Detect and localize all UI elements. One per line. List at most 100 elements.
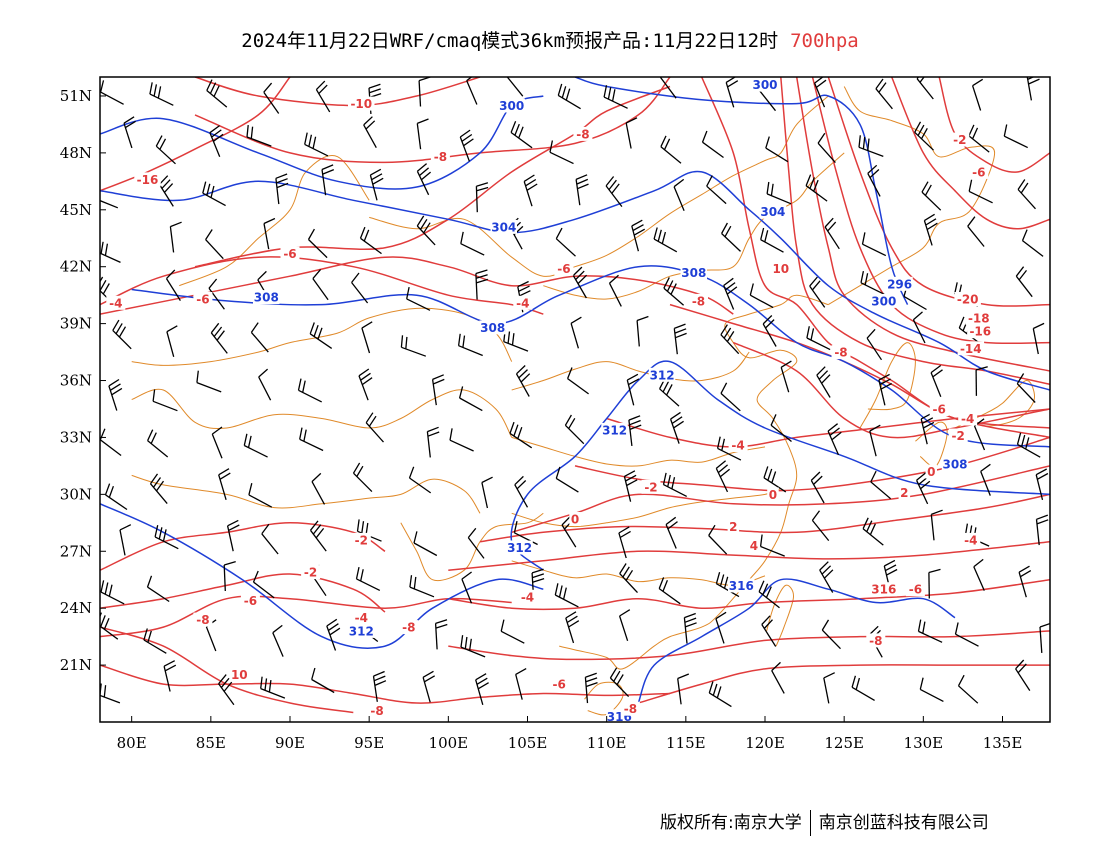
wind-barb [475,182,489,213]
contour-label: -2 [952,429,965,443]
lat-tick-label: 21N [60,656,92,674]
wind-barb [1015,266,1033,298]
wind-barb [861,232,887,257]
contour-label-bg [759,204,787,219]
wind-barb [603,85,628,109]
border-line [828,86,996,306]
wind-barb [653,227,678,253]
wind-barb [311,472,326,505]
contour-label-bg [965,310,992,325]
contour-label: -4 [516,296,529,310]
map-title: 2024年11月22日WRF/cmaq模式36km预报产品:11月22日12时 7… [0,26,1100,53]
wind-barb [250,322,269,353]
contour-label: 300 [499,99,524,113]
wind-barb [312,268,329,301]
wind-barb [806,326,831,351]
lat-tick-label: 45N [60,201,92,219]
temperature-contour [100,595,512,638]
wind-barb [246,125,272,147]
border-line [511,488,781,528]
contour-label: -2 [644,480,657,494]
contour-label: 10 [772,262,789,276]
wind-barb [108,378,123,411]
wind-barb [422,670,436,703]
wind-barb [158,175,174,207]
wind-barb [523,174,538,207]
wind-barb [361,321,373,354]
border-line [131,474,481,514]
wind-barb [513,520,538,546]
contour-label-bg [689,293,708,308]
wind-barb [917,619,943,643]
wind-barb [515,668,527,700]
contour-label-bg [728,438,748,452]
wind-barb [500,619,525,644]
contour-label: -8 [869,634,882,648]
wind-barb [363,116,377,149]
wind-barb [1035,514,1049,546]
height-contour [131,265,1050,448]
wind-barb [869,424,881,457]
copyright-company: 南京创蓝科技有限公司 [818,813,989,833]
wind-barb [326,618,341,651]
contour-label-bg [969,164,989,179]
contour-label-bg [513,295,533,310]
wind-barb [263,82,280,114]
contour-label-bg [301,565,321,580]
wind-barb [100,428,122,457]
wind-barb [459,129,474,162]
contour-label-bg [950,132,970,147]
wind-barb [100,80,124,105]
wind-barb [914,121,934,151]
wind-barb [823,672,835,704]
contour-label: -2 [355,533,368,547]
contour-label-bg [680,265,707,280]
temperature-contour [100,626,354,714]
wind-barb [575,174,589,206]
wind-barb [971,78,984,111]
wind-barb [166,325,178,357]
contour-label-bg [280,246,300,261]
temperature-contour [194,85,671,268]
temperature-contour [194,77,671,164]
wind-barb [165,269,181,301]
border-line [766,584,795,647]
contour-label-bg [351,610,371,625]
lon-tick-label: 105E [508,734,548,752]
temperature-contour [938,77,1050,173]
wind-barb [261,523,279,555]
border-line [131,388,513,438]
wind-barb [701,130,724,159]
wind-barb [149,473,168,505]
wind-barb [218,674,235,706]
contour-label-bg [728,578,755,593]
temperature-contour [448,578,1050,611]
wind-barb [218,468,231,500]
contour-label-bg [866,633,886,648]
lat-tick-label: 48N [60,144,92,162]
contour-label-bg [367,703,387,718]
wind-barb [457,333,483,357]
wind-barb [223,560,236,592]
wind-barb [143,628,167,654]
wind-barb [715,611,727,644]
wind-barb [467,527,485,559]
wind-barb [406,286,431,311]
wind-barb [765,136,789,163]
contour-label: 316 [871,583,896,597]
contour-label-bg [134,172,161,187]
contour-label-bg [498,98,525,113]
lat-tick-label: 27N [60,542,92,560]
lon-tick-label: 115E [666,734,706,752]
lon-tick-label: 110E [587,734,627,752]
copyright-footer: 版权所有:南京大学 南京创蓝科技有限公司 [660,808,989,836]
contour-label-bg [870,582,897,597]
contour-label-bg [771,261,791,276]
wind-barb [663,277,685,306]
wind-barb [210,322,228,354]
wind-barb [564,414,585,445]
wind-barb [628,415,642,446]
wind-barb [930,364,943,397]
contour-label: 300 [871,294,896,308]
